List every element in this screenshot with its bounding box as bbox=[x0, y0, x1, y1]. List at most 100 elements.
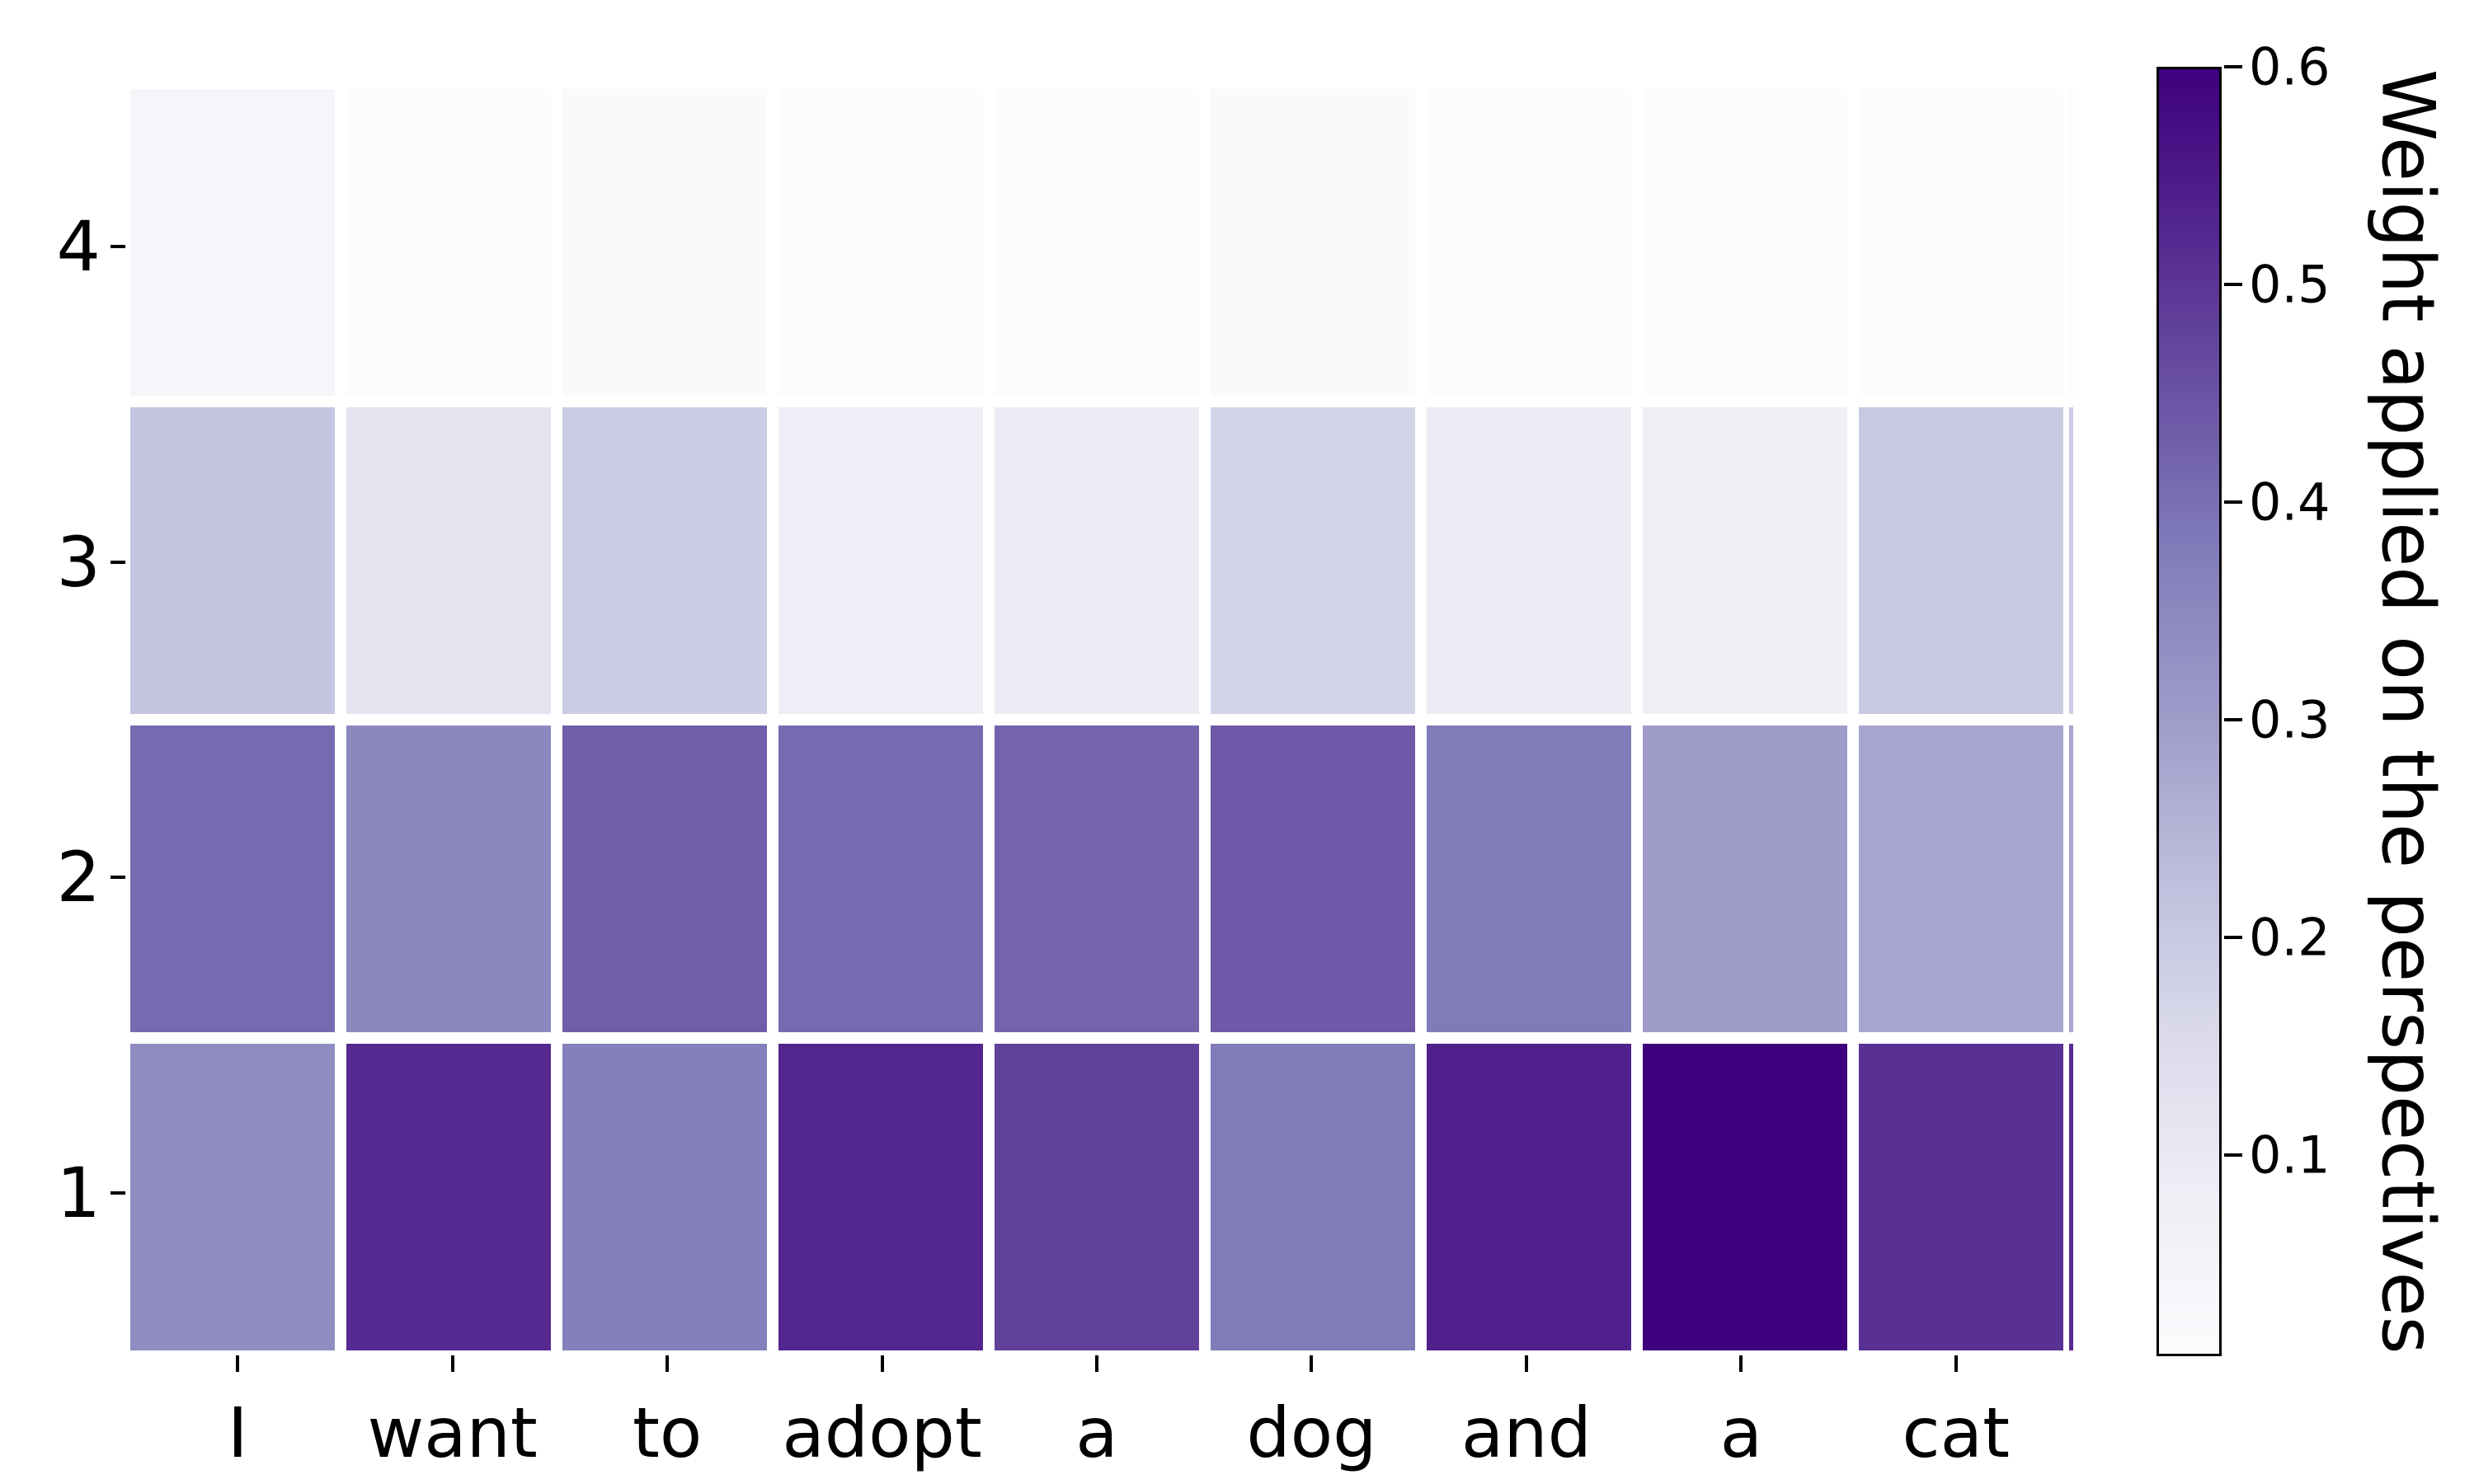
colorbar bbox=[2157, 67, 2222, 1356]
heatmap-cell bbox=[1211, 89, 1415, 396]
heatmap-cell bbox=[778, 89, 983, 396]
heatmap-cell bbox=[1643, 1044, 1847, 1350]
x-tick-label: and bbox=[1460, 1392, 1592, 1473]
heatmap-cell bbox=[346, 726, 551, 1032]
heatmap-cell bbox=[562, 726, 767, 1032]
clipped-column-strip bbox=[2069, 89, 2073, 1350]
x-tick-dash bbox=[1310, 1355, 1314, 1372]
y-tick-dash bbox=[111, 1190, 125, 1195]
colorbar-tick-label: 0.2 bbox=[2249, 907, 2331, 968]
heatmap-cell bbox=[130, 407, 335, 714]
x-tick-dash bbox=[1524, 1355, 1528, 1372]
colorbar-tick-label: 0.4 bbox=[2249, 472, 2331, 533]
colorbar-tick-dash bbox=[2224, 282, 2242, 286]
y-tick bbox=[111, 89, 125, 405]
heatmap-cell bbox=[995, 726, 1199, 1032]
heatmap-cell bbox=[778, 407, 983, 714]
colorbar-tick-dash bbox=[2224, 500, 2242, 504]
x-tick bbox=[130, 1355, 345, 1372]
heatmap-cell bbox=[346, 407, 551, 714]
colorbar-tick-dash bbox=[2224, 1153, 2242, 1157]
colorbar-ticks bbox=[2224, 65, 2242, 1356]
clipped-cell-sliver bbox=[2069, 1044, 2073, 1350]
x-tick-dash bbox=[1739, 1355, 1743, 1372]
x-tick-label: I bbox=[227, 1392, 248, 1473]
heatmap-cell bbox=[1427, 726, 1631, 1032]
x-tick bbox=[1419, 1355, 1634, 1372]
x-tick-label: adopt bbox=[782, 1392, 982, 1473]
clipped-cell-sliver bbox=[2069, 89, 2073, 396]
x-tick bbox=[345, 1355, 559, 1372]
y-tick-dash bbox=[111, 245, 125, 249]
clipped-cell-sliver bbox=[2069, 726, 2073, 1032]
heatmap-cell bbox=[995, 1044, 1199, 1350]
heatmap-cell bbox=[995, 407, 1199, 714]
y-tick bbox=[111, 405, 125, 721]
x-tick-label: to bbox=[632, 1392, 703, 1473]
y-axis-ticks bbox=[111, 89, 125, 1350]
colorbar-tick-label: 0.6 bbox=[2249, 36, 2331, 97]
x-tick bbox=[1634, 1355, 1848, 1372]
colorbar-tick-label: 0.3 bbox=[2249, 689, 2331, 750]
heatmap-cell bbox=[130, 1044, 335, 1350]
y-tick-dash bbox=[111, 876, 125, 880]
heatmap-cell bbox=[346, 1044, 551, 1350]
y-tick-label: 3 bbox=[56, 521, 101, 603]
heatmap-cell bbox=[1859, 89, 2063, 396]
heatmap-cell bbox=[1211, 407, 1415, 714]
heatmap-cell bbox=[130, 89, 335, 396]
x-tick-label: want bbox=[367, 1392, 538, 1473]
x-tick-dash bbox=[666, 1355, 670, 1372]
heatmap-cell bbox=[778, 726, 983, 1032]
x-tick-dash bbox=[450, 1355, 454, 1372]
colorbar-tick-label: 0.5 bbox=[2249, 254, 2331, 315]
x-axis-ticks bbox=[130, 1355, 2063, 1372]
y-tick-label: 1 bbox=[56, 1152, 101, 1233]
x-tick-dash bbox=[236, 1355, 240, 1372]
heatmap-cell bbox=[1427, 1044, 1631, 1350]
heatmap-cell bbox=[346, 89, 551, 396]
x-tick-label: dog bbox=[1246, 1392, 1377, 1473]
clipped-cell-sliver bbox=[2069, 407, 2073, 714]
heatmap-cell bbox=[130, 726, 335, 1032]
heatmap-cell bbox=[1643, 89, 1847, 396]
heatmap-cell bbox=[1643, 726, 1847, 1032]
y-tick-dash bbox=[111, 560, 125, 564]
colorbar-tick-dash bbox=[2224, 717, 2242, 721]
y-axis-tick-labels: 4 3 2 1 bbox=[0, 89, 101, 1350]
x-tick-dash bbox=[880, 1355, 884, 1372]
heatmap-cell bbox=[1859, 726, 2063, 1032]
x-tick bbox=[990, 1355, 1204, 1372]
x-tick bbox=[1204, 1355, 1418, 1372]
x-tick-label: cat bbox=[1902, 1392, 2011, 1473]
heatmap-grid bbox=[130, 89, 2063, 1350]
heatmap-cell bbox=[1427, 407, 1631, 714]
x-tick-label: a bbox=[1075, 1392, 1118, 1473]
x-tick bbox=[560, 1355, 774, 1372]
colorbar-tick-dash bbox=[2224, 65, 2242, 68]
y-tick bbox=[111, 720, 125, 1036]
heatmap-cell bbox=[778, 1044, 983, 1350]
colorbar-label: Weight applied on the perspectives bbox=[2365, 68, 2451, 1355]
colorbar-tick-label: 0.1 bbox=[2249, 1125, 2331, 1186]
x-tick bbox=[774, 1355, 989, 1372]
y-tick-label: 4 bbox=[56, 206, 101, 288]
x-tick bbox=[1849, 1355, 2063, 1372]
x-tick-dash bbox=[1954, 1355, 1958, 1372]
heatmap-cell bbox=[1859, 407, 2063, 714]
colorbar-tick-labels: 0.6 0.5 0.4 0.3 0.2 0.1 bbox=[2249, 37, 2397, 1356]
y-tick-label: 2 bbox=[56, 837, 101, 918]
x-tick-label: a bbox=[1719, 1392, 1763, 1473]
heatmap-cell bbox=[562, 89, 767, 396]
heatmap-cell bbox=[1859, 1044, 2063, 1350]
colorbar-tick-dash bbox=[2224, 935, 2242, 939]
heatmap-cell bbox=[995, 89, 1199, 396]
heatmap-cell bbox=[562, 407, 767, 714]
heatmap-cell bbox=[562, 1044, 767, 1350]
heatmap-cell bbox=[1211, 726, 1415, 1032]
x-tick-dash bbox=[1094, 1355, 1098, 1372]
heatmap-cell bbox=[1643, 407, 1847, 714]
heatmap-cell bbox=[1211, 1044, 1415, 1350]
